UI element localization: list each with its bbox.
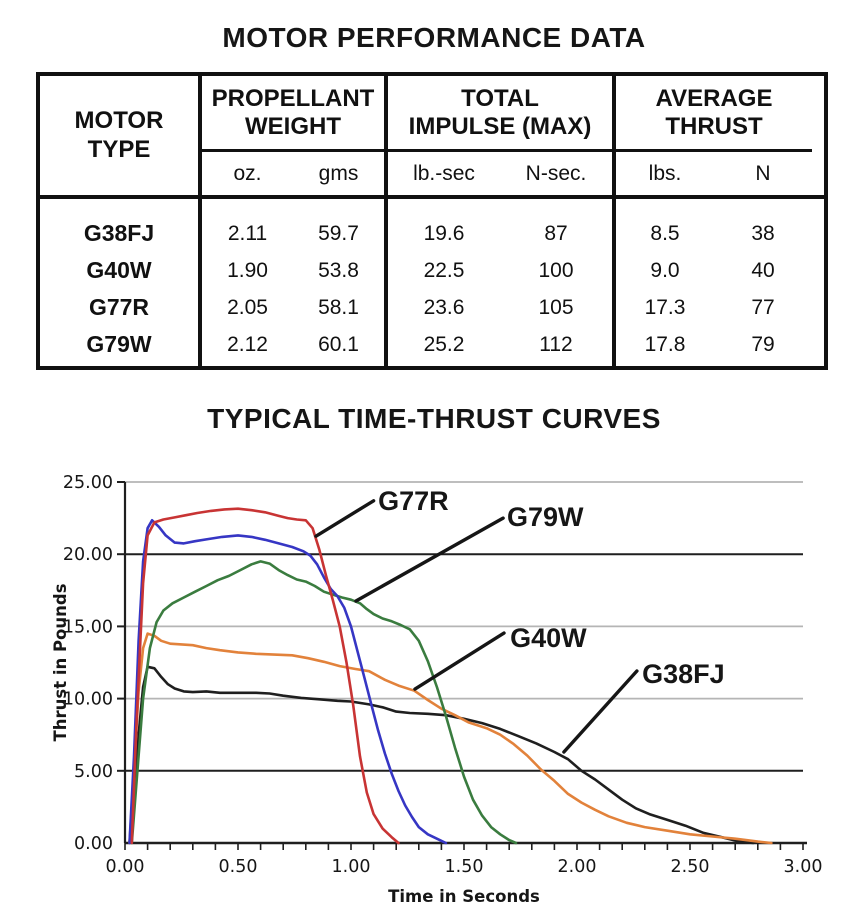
curve-label-G79W: G79W <box>507 502 584 532</box>
leader-line-G38FJ <box>562 669 639 754</box>
x-tick-label-2.5: 2.50 <box>671 857 710 877</box>
x-tick-label-0.5: 0.50 <box>219 857 258 877</box>
column-thrust-values: 8.5 38 9.0 40 17.3 77 17.8 79 <box>612 199 812 366</box>
cell-n: 40 <box>751 258 775 282</box>
unit-gms: gms <box>318 161 359 185</box>
column-motor-names: G38FJ G40W G77R G79W <box>40 199 198 366</box>
column-impulse-values: 19.6 87 22.5 100 23.6 105 25.2 112 <box>384 199 612 366</box>
header-avg-line1: AVERAGE <box>655 84 773 112</box>
leader-line-G40W <box>413 631 506 691</box>
header-average-thrust: AVERAGE THRUST lbs. N <box>612 76 812 195</box>
motor-name: G77R <box>88 294 150 320</box>
unit-n-sec: N-sec. <box>525 161 587 185</box>
unit-lbs: lbs. <box>648 161 682 185</box>
cell-lbsec: 19.6 <box>423 221 465 245</box>
motor-name: G79W <box>86 331 152 357</box>
leader-line-G79W <box>354 516 505 603</box>
curve-label-G77R: G77R <box>378 486 449 516</box>
cell-gms: 59.7 <box>318 221 359 245</box>
table-header: MOTOR TYPE PROPELLANT WEIGHT oz. gms <box>40 76 824 199</box>
y-tick-label-5: 5.00 <box>74 762 113 782</box>
cell-oz: 2.12 <box>227 332 268 356</box>
curve-label-G40W: G40W <box>510 623 587 653</box>
y-tick-label-0: 0.00 <box>74 834 113 854</box>
curve-label-G38FJ: G38FJ <box>642 659 725 689</box>
cell-nsec: 112 <box>539 332 573 356</box>
x-tick-label-0: 0.00 <box>106 857 145 877</box>
curve-blue <box>128 519 448 845</box>
header-propellant-line1: PROPELLANT <box>211 84 375 112</box>
cell-gms: 60.1 <box>318 332 359 356</box>
table-title: MOTOR PERFORMANCE DATA <box>222 22 646 53</box>
column-propellant-values: 2.11 59.7 1.90 53.8 2.05 58.1 2.12 60.1 <box>198 199 384 366</box>
y-tick-label-25: 25.00 <box>63 473 113 493</box>
header-motor-line2: TYPE <box>87 135 151 163</box>
header-avg-line2: THRUST <box>665 112 763 140</box>
cell-n: 38 <box>751 221 775 245</box>
curve-g77r <box>130 507 400 845</box>
cell-lbsec: 25.2 <box>423 332 465 356</box>
header-propellant-weight: PROPELLANT WEIGHT oz. gms <box>198 76 384 195</box>
cell-n: 77 <box>751 295 775 319</box>
cell-lbsec: 23.6 <box>423 295 465 319</box>
leader-line-G77R <box>314 499 376 538</box>
cell-oz: 2.11 <box>227 221 268 245</box>
cell-gms: 53.8 <box>318 258 359 282</box>
unit-oz: oz. <box>233 161 262 185</box>
y-tick-label-10: 10.00 <box>63 690 113 710</box>
x-tick-label-2: 2.00 <box>558 857 597 877</box>
header-propellant-line2: WEIGHT <box>245 112 341 140</box>
cell-lbs: 17.3 <box>644 295 686 319</box>
cell-lbsec: 22.5 <box>423 258 465 282</box>
header-motor-type: MOTOR TYPE <box>40 76 198 195</box>
cell-oz: 1.90 <box>227 258 268 282</box>
motor-name: G38FJ <box>83 220 155 246</box>
header-total-impulse: TOTAL IMPULSE (MAX) lb.-sec N-sec. <box>384 76 612 195</box>
cell-gms: 58.1 <box>318 295 359 319</box>
curve-g40w <box>128 632 773 845</box>
y-tick-label-20: 20.00 <box>63 545 113 565</box>
cell-lbs: 9.0 <box>650 258 680 282</box>
curve-g79w <box>130 560 518 845</box>
chart-title: TYPICAL TIME-THRUST CURVES <box>207 403 661 434</box>
motor-name: G40W <box>86 257 152 283</box>
header-total-line2: IMPULSE (MAX) <box>408 112 592 140</box>
cell-lbs: 17.8 <box>644 332 686 356</box>
cell-n: 79 <box>751 332 775 356</box>
cell-nsec: 87 <box>544 221 568 245</box>
cell-nsec: 105 <box>538 295 574 319</box>
x-tick-label-3: 3.00 <box>784 857 823 877</box>
header-motor-line1: MOTOR <box>74 106 164 134</box>
unit-lb-sec: lb.-sec <box>413 161 475 185</box>
cell-oz: 2.05 <box>227 295 268 319</box>
motor-performance-table: MOTOR TYPE PROPELLANT WEIGHT oz. gms <box>36 72 828 370</box>
cell-nsec: 100 <box>538 258 574 282</box>
curve-g38fj <box>128 665 755 845</box>
y-tick-label-15: 15.00 <box>63 617 113 637</box>
cell-lbs: 8.5 <box>650 221 680 245</box>
x-axis-title: Time in Seconds <box>388 887 540 906</box>
y-axis-title: Thrust in Pounds <box>51 583 70 741</box>
unit-n: N <box>755 161 771 185</box>
x-tick-label-1: 1.00 <box>332 857 371 877</box>
time-thrust-chart: 5.00 10.00 15.00 20.00 25.00 0.00 0.00 0.50 1.00… <box>51 473 823 906</box>
x-tick-label-1.5: 1.50 <box>445 857 484 877</box>
table-body: G38FJ G40W G77R G79W 2.11 59.7 1.90 53.8 2… <box>40 199 824 366</box>
header-total-line1: TOTAL <box>461 84 539 112</box>
